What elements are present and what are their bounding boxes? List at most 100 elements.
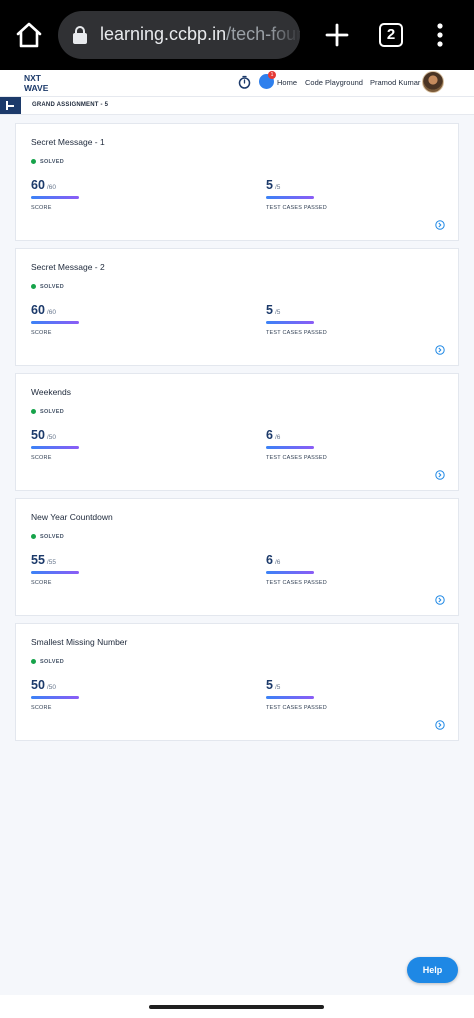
question-title: Secret Message - 2	[31, 262, 105, 272]
status-dot	[31, 284, 36, 290]
expand-icon[interactable]	[435, 220, 445, 230]
score-value: 60	[31, 178, 45, 192]
score-metric: 60/60 SCORE	[31, 176, 79, 211]
test-cases-max: /5	[274, 184, 281, 191]
score-metric: 60/60 SCORE	[31, 301, 79, 336]
test-cases-progress-bar	[266, 196, 314, 199]
test-cases-label: TEST CASES PASSED	[266, 204, 327, 211]
notification-badge: 1	[268, 71, 276, 79]
url-fade	[270, 11, 300, 59]
status-text: SOLVED	[40, 534, 65, 540]
app-header: NXT WAVE 1 Home Code Playground Pramod K…	[0, 70, 474, 97]
score-max: /50	[46, 684, 56, 691]
test-cases-metric: 6/6 TEST CASES PASSED	[266, 551, 327, 586]
score-label: SCORE	[31, 204, 52, 211]
address-bar[interactable]: learning.ccbp.in/tech-founc	[58, 11, 300, 59]
nav-code-playground-link[interactable]: Code Playground	[305, 78, 363, 87]
test-cases-label: TEST CASES PASSED	[266, 329, 327, 336]
test-cases-value: 5	[266, 178, 273, 192]
expand-icon[interactable]	[435, 595, 445, 605]
test-cases-metric: 5/5 TEST CASES PASSED	[266, 301, 327, 336]
help-button[interactable]: Help	[407, 957, 458, 983]
question-card: Secret Message - 2 SOLVED 60/60 SCORE 5/…	[15, 248, 459, 366]
test-cases-max: /6	[274, 434, 281, 441]
test-cases-max: /5	[274, 684, 281, 691]
score-label: SCORE	[31, 579, 52, 586]
question-title: Weekends	[31, 387, 72, 397]
test-cases-value: 6	[266, 553, 273, 567]
status-badge: SOLVED	[31, 284, 64, 290]
test-cases-label: TEST CASES PASSED	[266, 454, 327, 461]
test-cases-metric: 6/6 TEST CASES PASSED	[266, 426, 327, 461]
question-title: New Year Countdown	[31, 512, 113, 522]
browser-toolbar: learning.ccbp.in/tech-founc 2	[0, 0, 474, 70]
nav-home-link[interactable]: Home	[277, 78, 298, 87]
test-cases-max: /6	[274, 559, 281, 566]
score-value: 60	[31, 303, 45, 317]
test-cases-metric: 5/5 TEST CASES PASSED	[266, 176, 327, 211]
test-cases-label: TEST CASES PASSED	[266, 579, 327, 586]
svg-text:WAVE: WAVE	[24, 83, 49, 93]
status-badge: SOLVED	[31, 659, 64, 665]
score-progress-bar	[31, 696, 79, 699]
status-text: SOLVED	[40, 284, 65, 290]
sidebar-toggle-button[interactable]	[0, 97, 21, 114]
score-value: 50	[31, 678, 45, 692]
avatar[interactable]	[422, 71, 444, 93]
score-metric: 50/50 SCORE	[31, 426, 79, 461]
score-max: /50	[46, 434, 56, 441]
score-value: 50	[31, 428, 45, 442]
question-title: Smallest Missing Number	[31, 637, 128, 647]
question-title: Secret Message - 1	[31, 137, 105, 147]
sidebar-toggle-icon-arrow	[8, 105, 14, 107]
score-label: SCORE	[31, 329, 52, 336]
score-progress-bar	[31, 321, 79, 324]
assignment-list: Secret Message - 1 SOLVED 60/60 SCORE 5/…	[0, 115, 474, 995]
notifications-button[interactable]: 1	[259, 71, 276, 90]
status-dot	[31, 534, 36, 540]
score-label: SCORE	[31, 454, 52, 461]
svg-text:NXT: NXT	[24, 73, 42, 83]
score-progress-bar	[31, 571, 79, 574]
user-name[interactable]: Pramod Kumar	[370, 78, 421, 87]
question-card: Secret Message - 1 SOLVED 60/60 SCORE 5/…	[15, 123, 459, 241]
test-cases-metric: 5/5 TEST CASES PASSED	[266, 676, 327, 711]
test-cases-max: /5	[274, 309, 281, 316]
test-cases-progress-bar	[266, 321, 314, 324]
status-text: SOLVED	[40, 659, 65, 665]
url-host: learning.ccbp.in	[100, 24, 227, 44]
timer-icon[interactable]	[238, 75, 251, 89]
status-badge: SOLVED	[31, 409, 64, 415]
status-text: SOLVED	[40, 159, 65, 165]
status-dot	[31, 409, 36, 415]
test-cases-value: 5	[266, 303, 273, 317]
score-max: /60	[46, 309, 56, 316]
score-max: /55	[46, 559, 56, 566]
test-cases-value: 6	[266, 428, 273, 442]
home-icon[interactable]	[14, 20, 44, 50]
test-cases-label: TEST CASES PASSED	[266, 704, 327, 711]
question-card: New Year Countdown SOLVED 55/55 SCORE 6/…	[15, 498, 459, 616]
tab-switcher-button[interactable]: 2	[379, 23, 403, 47]
status-badge: SOLVED	[31, 534, 64, 540]
score-value: 55	[31, 553, 45, 567]
test-cases-value: 5	[266, 678, 273, 692]
expand-icon[interactable]	[435, 470, 445, 480]
lock-icon	[73, 26, 87, 44]
test-cases-progress-bar	[266, 446, 314, 449]
more-options-icon[interactable]	[430, 20, 450, 50]
score-max: /60	[46, 184, 56, 191]
score-label: SCORE	[31, 704, 52, 711]
nxtwave-logo[interactable]: NXT WAVE	[23, 72, 63, 94]
new-tab-icon[interactable]	[322, 20, 352, 50]
status-badge: SOLVED	[31, 159, 64, 165]
expand-icon[interactable]	[435, 720, 445, 730]
score-progress-bar	[31, 196, 79, 199]
score-progress-bar	[31, 446, 79, 449]
expand-icon[interactable]	[435, 345, 445, 355]
system-navigation-bar	[0, 995, 474, 1018]
home-gesture-handle[interactable]	[149, 1005, 324, 1009]
test-cases-progress-bar	[266, 696, 314, 699]
question-card: Weekends SOLVED 50/50 SCORE 6/6 TEST CAS…	[15, 373, 459, 491]
sidebar-toggle-icon	[6, 101, 8, 110]
